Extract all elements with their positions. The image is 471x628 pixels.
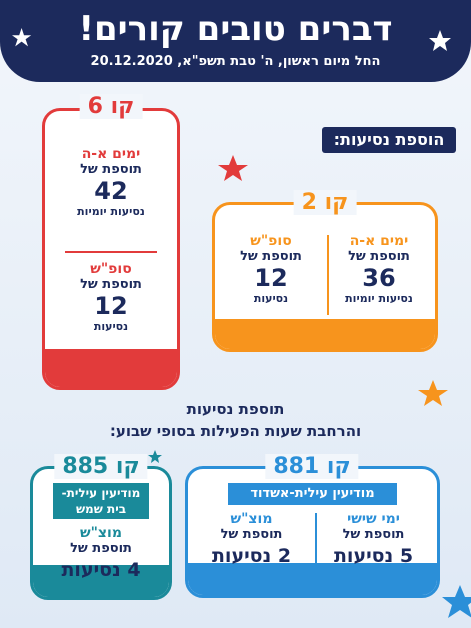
title: דברים טובים קורים! <box>78 9 393 49</box>
line885-card: מודיעין עילית- בית שמש מוצ"ש תוספת של 4 נס… <box>30 466 172 600</box>
days: ימים א-ה <box>349 233 409 249</box>
count: 42 <box>94 177 128 205</box>
count: 4 נסיעות <box>61 559 141 581</box>
route-line: מודיעין עילית- <box>61 486 141 500</box>
prefix: תוספת של <box>342 527 405 542</box>
count: 36 <box>362 264 396 292</box>
middle-text: תוספת נסיעות והרחבת שעות הפעילות בסופי ש… <box>0 398 471 442</box>
line2-title: קו 2 <box>293 190 357 215</box>
prefix: תוספת של <box>80 277 142 292</box>
days: מוצ"ש <box>80 525 122 541</box>
line881-title: קו 881 <box>265 454 359 479</box>
count: 12 <box>254 264 288 292</box>
prefix: תוספת של <box>70 541 132 556</box>
route-line: בית שמש <box>75 502 127 516</box>
middle-line: והרחבת שעות הפעילות בסופי שבוע: <box>109 422 362 440</box>
unit: נסיעות <box>253 292 289 305</box>
count: 5 נסיעות <box>333 545 414 567</box>
line6-title: קו 6 <box>79 94 143 119</box>
line2-card: ימים א-ה תוספת של 36 נסיעות יומיות סופ"ש תוס… <box>212 202 438 352</box>
middle-line: תוספת נסיעות <box>186 400 285 418</box>
unit: נסיעות יומיות <box>77 205 145 218</box>
prefix: תוספת של <box>348 249 410 264</box>
days: סופ"ש <box>250 233 292 249</box>
route: מודיעין עילית-אשדוד <box>228 483 397 505</box>
line881-card: מודיעין עילית-אשדוד ימי שישי תוספת של 5 נס… <box>185 466 440 598</box>
prefix: תוספת של <box>80 162 142 177</box>
days: ימים א-ה <box>81 146 141 162</box>
days: ימי שישי <box>347 511 400 527</box>
line885-title: קו 885 <box>54 454 148 479</box>
count: 12 <box>94 292 128 320</box>
header: דברים טובים קורים! החל מיום ראשון, ה' טב… <box>0 0 471 82</box>
prefix: תוספת של <box>220 527 283 542</box>
unit: נסיעות יומיות <box>345 292 413 305</box>
count: 2 נסיעות <box>211 545 292 567</box>
days: מוצ"ש <box>230 511 273 527</box>
unit: נסיעות <box>93 320 129 333</box>
days: סופ"ש <box>90 261 132 277</box>
route: מודיעין עילית- בית שמש <box>53 483 149 519</box>
line6-card: ימים א-ה תוספת של 42 נסיעות יומיות סופ"ש תוס… <box>42 108 180 390</box>
prefix: תוספת של <box>240 249 302 264</box>
subtitle: החל מיום ראשון, ה' טבת תשפ"א, 20.12.2020 <box>90 54 381 69</box>
section-heading: הוספת נסיעות: <box>322 127 456 153</box>
